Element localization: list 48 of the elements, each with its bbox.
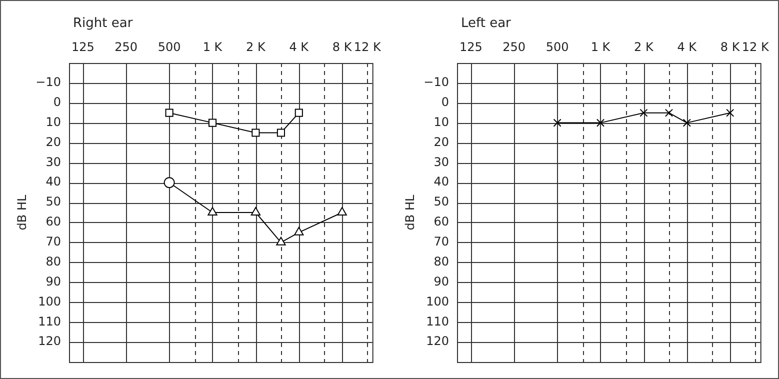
- y-tick-label: 10: [46, 114, 61, 129]
- y-axis-title: dB HL: [15, 194, 30, 230]
- y-tick-label: 10: [434, 114, 449, 129]
- y-tick-label: 40: [46, 174, 61, 189]
- x-tick-label: 12 K: [354, 40, 382, 54]
- x-tick-label: 4 K: [677, 40, 698, 54]
- x-tick-label: 1 K: [202, 40, 224, 54]
- y-tick-label: 30: [434, 154, 449, 169]
- chart-title: Right ear: [73, 16, 134, 31]
- y-tick-label: 110: [38, 314, 61, 328]
- x-tick-label: 250: [114, 40, 138, 54]
- y-tick-label: 90: [434, 274, 449, 288]
- y-tick-label: 60: [434, 214, 449, 229]
- y-tick-label: 120: [38, 334, 61, 348]
- y-tick-label: 110: [426, 314, 449, 328]
- y-tick-label: 100: [38, 294, 61, 308]
- y-tick-label: 90: [46, 274, 61, 288]
- x-tick-label: 12 K: [742, 40, 770, 54]
- x-tick-label: 8 K: [720, 40, 741, 54]
- y-tick-label: −10: [36, 75, 61, 90]
- y-tick-label: 20: [46, 134, 61, 149]
- y-tick-label: 0: [441, 94, 449, 109]
- x-tick-label: 500: [546, 40, 569, 54]
- y-tick-label: 20: [434, 134, 449, 149]
- y-tick-label: 40: [434, 174, 449, 189]
- y-tick-label: 50: [46, 194, 61, 209]
- y-tick-label: 70: [434, 234, 449, 249]
- y-tick-label: −10: [424, 75, 449, 90]
- x-tick-label: 4 K: [289, 40, 310, 54]
- y-axis-title: dB HL: [403, 194, 418, 230]
- x-tick-label: 500: [158, 40, 181, 54]
- x-tick-label: 125: [71, 40, 94, 54]
- y-tick-label: 0: [53, 94, 61, 109]
- x-tick-label: 2 K: [634, 40, 654, 54]
- y-tick-label: 80: [434, 254, 449, 268]
- x-tick-label: 125: [459, 40, 482, 54]
- chart-title: Left ear: [461, 16, 512, 31]
- y-tick-label: 50: [434, 194, 449, 209]
- x-tick-label: 1 K: [590, 40, 612, 54]
- y-tick-label: 30: [46, 154, 61, 169]
- x-tick-label: 8 K: [332, 40, 353, 54]
- y-tick-label: 70: [46, 234, 61, 249]
- y-tick-label: 100: [426, 294, 449, 308]
- x-tick-label: 2 K: [246, 40, 266, 54]
- y-tick-label: 60: [46, 214, 61, 229]
- y-tick-label: 80: [46, 254, 61, 268]
- x-tick-label: 250: [502, 40, 526, 54]
- y-tick-label: 120: [426, 334, 449, 348]
